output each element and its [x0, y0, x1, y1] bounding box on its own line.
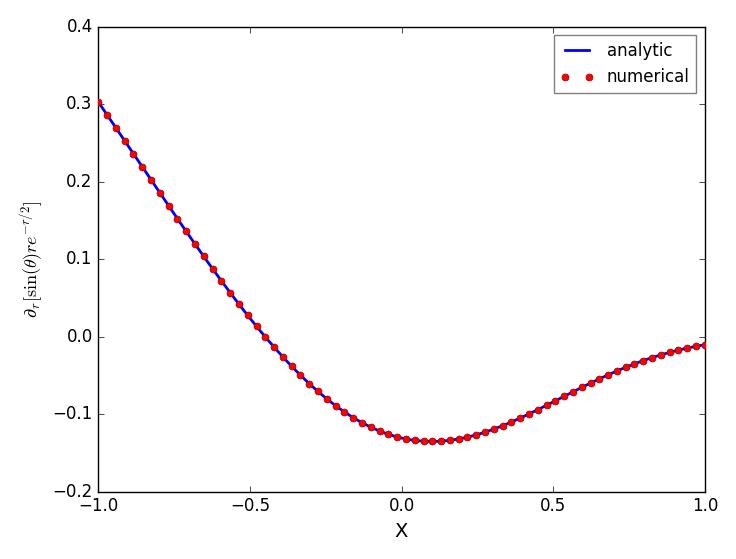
analytic — [427, 438, 436, 445]
analytic — [94, 98, 103, 105]
analytic — [339, 408, 348, 415]
analytic — [567, 389, 576, 396]
analytic — [361, 421, 369, 428]
analytic — [578, 383, 587, 390]
numerical — [278, 353, 287, 360]
numerical — [235, 301, 244, 307]
Legend: analytic, numerical: analytic, numerical — [553, 35, 696, 93]
numerical — [612, 368, 621, 375]
numerical — [436, 438, 445, 444]
Line: numerical: numerical — [95, 98, 708, 445]
numerical — [621, 364, 630, 371]
numerical — [173, 215, 182, 222]
numerical — [428, 438, 436, 445]
analytic — [511, 417, 520, 424]
analytic — [156, 190, 165, 197]
Y-axis label: $\partial_r[\sin(\theta)re^{-r/2}]$: $\partial_r[\sin(\theta)re^{-r/2}]$ — [18, 201, 46, 318]
numerical — [701, 342, 710, 348]
Line: analytic: analytic — [99, 102, 705, 442]
X-axis label: X: X — [394, 522, 408, 541]
analytic — [701, 342, 710, 348]
numerical — [94, 98, 103, 105]
